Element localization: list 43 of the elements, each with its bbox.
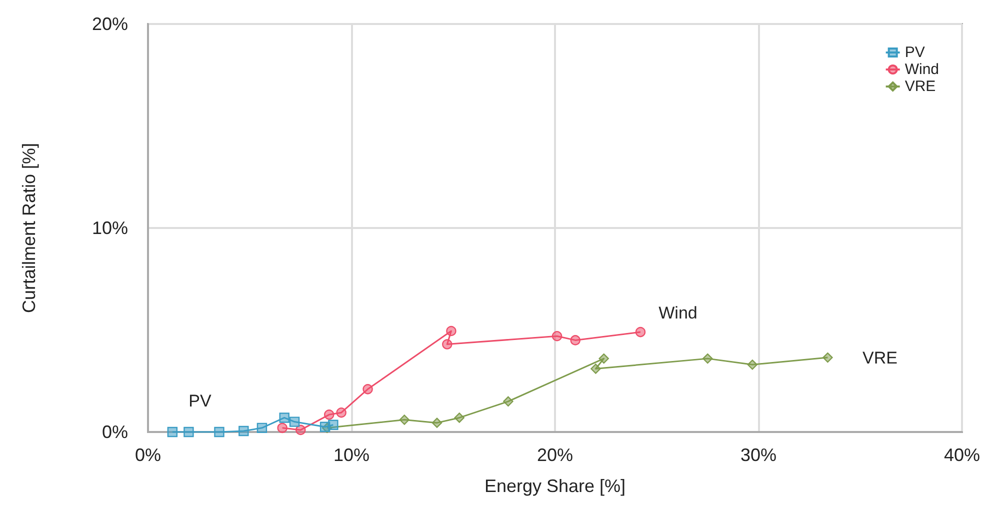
x-tick-label: 0% bbox=[134, 445, 162, 465]
point bbox=[328, 420, 338, 430]
point bbox=[454, 412, 464, 423]
y-tick-label: 20% bbox=[92, 14, 128, 34]
y-axis-title: Curtailment Ratio [%] bbox=[19, 142, 39, 314]
point bbox=[277, 422, 288, 434]
legend-label: Wind bbox=[904, 61, 940, 78]
point bbox=[256, 422, 268, 434]
x-tick-label: 10% bbox=[333, 445, 370, 465]
point bbox=[238, 426, 249, 436]
x-tick-label: 20% bbox=[536, 445, 574, 465]
point bbox=[590, 364, 601, 374]
annotation: PV bbox=[188, 392, 212, 410]
point bbox=[446, 326, 456, 336]
point bbox=[399, 414, 410, 425]
y-tick-label: 0% bbox=[102, 422, 128, 442]
point bbox=[362, 384, 373, 394]
point bbox=[822, 352, 833, 363]
point bbox=[432, 418, 442, 428]
point bbox=[552, 331, 562, 342]
annotation: VRE bbox=[862, 348, 898, 368]
x-tick-label: 40% bbox=[944, 445, 980, 465]
point bbox=[167, 426, 178, 438]
point bbox=[324, 410, 334, 420]
legend-label: VRE bbox=[904, 78, 936, 95]
point bbox=[570, 335, 580, 346]
point bbox=[184, 426, 194, 438]
legend-label: PV bbox=[904, 44, 925, 61]
point bbox=[214, 426, 224, 438]
point bbox=[442, 339, 452, 350]
point bbox=[336, 408, 346, 418]
point bbox=[747, 360, 758, 370]
annotation: Wind bbox=[658, 304, 698, 322]
x-tick-label: 30% bbox=[740, 445, 777, 465]
point bbox=[598, 353, 609, 364]
point bbox=[289, 416, 300, 427]
point bbox=[635, 326, 646, 338]
point bbox=[702, 353, 713, 364]
x-axis-title: Energy Share [%] bbox=[484, 476, 626, 496]
y-tick-label: 10% bbox=[92, 218, 128, 238]
point bbox=[296, 424, 306, 436]
point bbox=[279, 412, 290, 423]
point bbox=[503, 396, 514, 406]
